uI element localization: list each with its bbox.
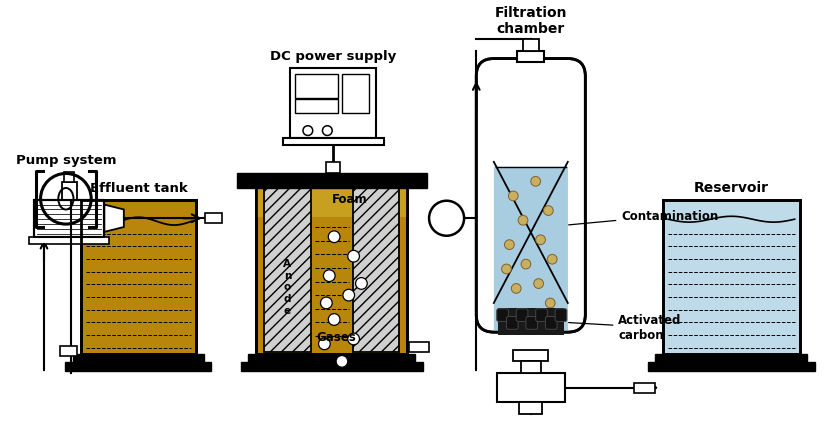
- Circle shape: [328, 314, 340, 325]
- Bar: [290, 69, 376, 139]
- Circle shape: [504, 240, 514, 250]
- Text: Effluent tank: Effluent tank: [89, 181, 187, 194]
- Circle shape: [531, 177, 541, 187]
- Bar: [283, 139, 384, 146]
- Bar: [34, 200, 104, 237]
- Bar: [264, 183, 311, 352]
- FancyBboxPatch shape: [536, 309, 547, 321]
- Bar: [204, 214, 222, 223]
- FancyBboxPatch shape: [494, 167, 568, 332]
- Bar: [30, 237, 109, 244]
- Circle shape: [546, 298, 555, 308]
- FancyBboxPatch shape: [497, 309, 509, 321]
- Bar: [648, 363, 815, 371]
- Circle shape: [336, 356, 348, 367]
- Text: Filtration
chamber: Filtration chamber: [495, 6, 567, 36]
- Bar: [497, 373, 565, 403]
- Bar: [352, 183, 399, 352]
- Circle shape: [521, 260, 531, 269]
- Circle shape: [328, 231, 340, 243]
- Bar: [241, 363, 423, 371]
- Circle shape: [533, 279, 543, 289]
- Circle shape: [323, 270, 335, 282]
- Bar: [409, 342, 428, 352]
- Circle shape: [348, 333, 360, 345]
- Bar: [34, 200, 104, 237]
- Text: DC power supply: DC power supply: [270, 50, 396, 64]
- Bar: [81, 200, 196, 354]
- Bar: [256, 181, 407, 354]
- Bar: [656, 354, 807, 363]
- Bar: [521, 361, 541, 373]
- Circle shape: [519, 216, 528, 226]
- Bar: [295, 100, 338, 114]
- Bar: [248, 354, 415, 363]
- Text: A
n
o
d
e: A n o d e: [284, 258, 291, 315]
- Circle shape: [343, 290, 355, 301]
- Bar: [60, 346, 77, 356]
- Bar: [65, 173, 74, 183]
- FancyBboxPatch shape: [476, 60, 586, 332]
- FancyBboxPatch shape: [516, 309, 528, 321]
- Bar: [256, 181, 407, 218]
- Text: Contamination: Contamination: [569, 209, 719, 226]
- Circle shape: [543, 206, 553, 216]
- Bar: [65, 363, 212, 371]
- Text: Activated
carbon: Activated carbon: [569, 314, 681, 342]
- Circle shape: [536, 235, 546, 245]
- Bar: [523, 40, 538, 52]
- Bar: [61, 183, 77, 200]
- Bar: [237, 174, 427, 189]
- Circle shape: [348, 251, 360, 262]
- FancyBboxPatch shape: [506, 317, 519, 329]
- Bar: [494, 167, 568, 332]
- Text: Foam: Foam: [332, 193, 368, 206]
- Text: Reservoir: Reservoir: [694, 180, 769, 194]
- Bar: [498, 308, 564, 336]
- Bar: [81, 200, 196, 354]
- Polygon shape: [104, 205, 124, 232]
- FancyBboxPatch shape: [546, 317, 557, 329]
- Bar: [517, 52, 544, 64]
- Bar: [519, 403, 543, 414]
- Bar: [663, 200, 800, 354]
- Circle shape: [547, 255, 557, 265]
- Bar: [74, 354, 203, 363]
- FancyBboxPatch shape: [555, 309, 566, 321]
- Bar: [634, 383, 656, 392]
- Circle shape: [356, 278, 367, 290]
- Bar: [295, 75, 338, 98]
- Bar: [514, 350, 548, 361]
- FancyBboxPatch shape: [526, 317, 538, 329]
- Circle shape: [318, 338, 330, 350]
- Circle shape: [509, 192, 519, 201]
- Bar: [256, 181, 407, 354]
- Text: Pump system: Pump system: [16, 153, 116, 166]
- Text: Gases: Gases: [317, 330, 356, 343]
- Bar: [663, 200, 800, 354]
- Circle shape: [502, 265, 511, 274]
- Circle shape: [511, 284, 521, 293]
- Circle shape: [321, 297, 332, 309]
- Bar: [342, 75, 369, 114]
- Bar: [327, 162, 340, 174]
